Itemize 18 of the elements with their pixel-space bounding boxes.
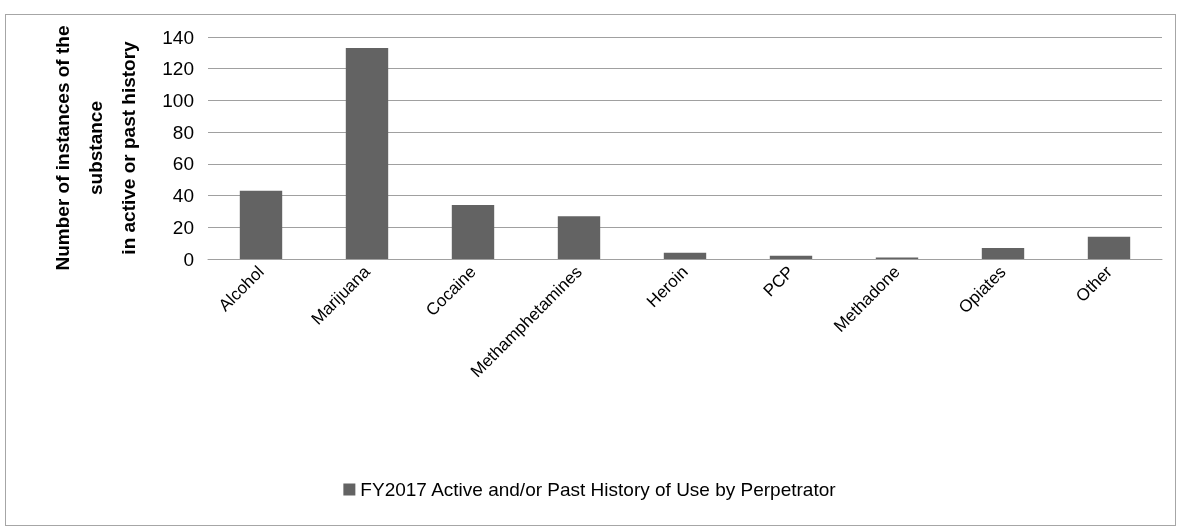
bar <box>663 252 707 259</box>
y-tick-label: 0 <box>183 248 194 270</box>
y-tick-label: 60 <box>172 153 194 175</box>
y-tick-label: 20 <box>172 216 194 238</box>
y-tick-label: 120 <box>162 58 194 80</box>
y-tick-label: 40 <box>172 185 194 207</box>
bar <box>769 255 813 259</box>
bar <box>345 48 389 259</box>
y-axis-title: Number of instances of the substance in active or past history <box>51 25 139 271</box>
y-tick-label: 100 <box>162 89 194 111</box>
bar <box>451 205 495 259</box>
bar <box>557 216 601 259</box>
bar <box>981 247 1025 259</box>
legend-label: FY2017 Active and/or Past History of Use by Perpetrator <box>360 479 837 500</box>
bar <box>1087 236 1131 259</box>
y-tick-label: 140 <box>162 26 194 48</box>
y-tick-label: 80 <box>172 121 194 143</box>
bar <box>239 190 283 259</box>
